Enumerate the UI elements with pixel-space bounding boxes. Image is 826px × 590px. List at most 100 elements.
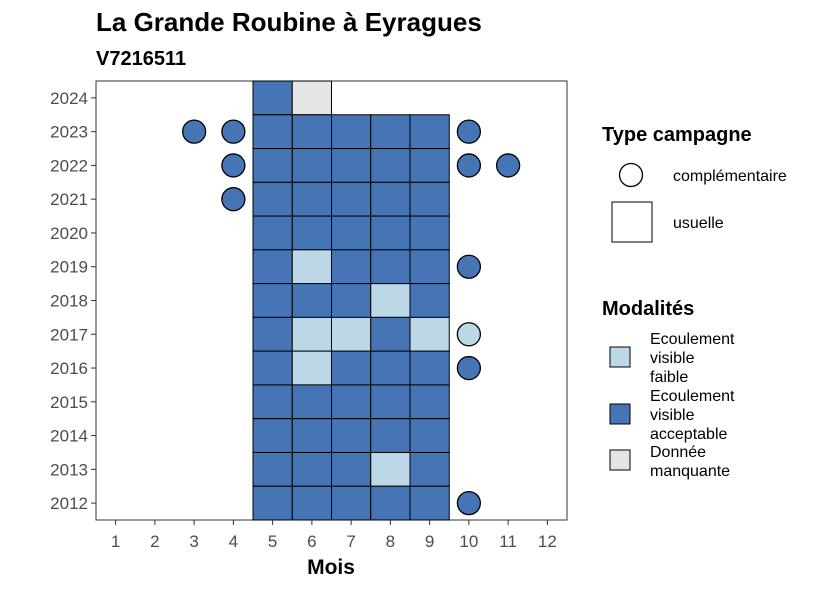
tile-usuelle-2020-6 [291, 215, 332, 251]
tile-usuelle-2012-6 [291, 485, 332, 521]
y-tick-label: 2016 [50, 359, 88, 378]
point-complementaire-2017-10 [456, 322, 482, 347]
legend-fill-label: Donnée [650, 444, 706, 461]
tile-usuelle-2014-8 [370, 418, 411, 453]
x-tick-label: 2 [150, 532, 159, 551]
legend-fill-key-acceptable [609, 403, 631, 425]
tile-usuelle-2022-7 [331, 148, 372, 183]
tile-usuelle-2020-7 [331, 215, 372, 251]
tile-usuelle-2019-8 [370, 249, 411, 285]
tile-usuelle-2018-6 [291, 283, 332, 318]
tile-usuelle-2019-6 [291, 249, 332, 285]
tile-usuelle-2012-9 [409, 485, 450, 521]
tile-usuelle-2018-5 [252, 283, 293, 318]
tile-usuelle-2022-5 [252, 148, 293, 183]
tile-usuelle-2015-5 [252, 384, 293, 420]
legend-item-label: usuelle [673, 215, 724, 232]
tile-usuelle-2014-9 [409, 418, 450, 453]
y-tick-label: 2015 [50, 393, 88, 412]
tile-usuelle-2020-9 [409, 215, 450, 251]
tile-usuelle-2016-7 [331, 350, 372, 386]
tile-usuelle-2023-5 [252, 114, 293, 150]
tile-usuelle-2022-8 [370, 148, 411, 183]
legend-fill-label: visible [650, 407, 695, 424]
tile-usuelle-2017-7 [331, 316, 372, 352]
tile-usuelle-2019-7 [331, 249, 372, 285]
x-tick-label: 8 [386, 532, 395, 551]
y-tick-label: 2018 [50, 292, 88, 311]
tile-usuelle-2013-7 [331, 451, 372, 487]
y-tick-label: 2013 [50, 460, 88, 479]
x-tick-label: 1 [111, 532, 120, 551]
point-complementaire-2016-10 [456, 355, 482, 381]
y-tick-label: 2019 [50, 258, 88, 277]
tile-usuelle-2015-6 [291, 384, 332, 420]
legend-type-title: Type campagne [602, 124, 752, 146]
point-complementaire-2022-4 [221, 153, 246, 178]
y-tick-label: 2022 [50, 156, 88, 175]
legend-fill-label: faible [650, 369, 688, 386]
point-complementaire-2022-10 [456, 153, 482, 178]
tile-usuelle-2015-7 [331, 384, 372, 420]
tile-usuelle-2017-5 [252, 316, 293, 352]
tile-usuelle-2012-7 [331, 485, 372, 521]
tile-usuelle-2021-6 [291, 181, 332, 217]
tile-usuelle-2012-8 [370, 485, 411, 521]
chart-title: La Grande Roubine à Eyragues [96, 7, 482, 37]
plot-area: 2012 2013 2014 2015 2016 2017 2018 2019 2020 2021… [50, 80, 568, 551]
tile-usuelle-2020-8 [370, 215, 411, 251]
x-tick-label: 6 [307, 532, 316, 551]
tile-usuelle-2018-7 [331, 283, 372, 318]
legend-fill-label: Ecoulement [650, 388, 735, 405]
x-tick-label: 3 [189, 532, 198, 551]
legend-fill-label: manquante [650, 463, 730, 480]
y-tick-label: 2012 [50, 494, 88, 513]
y-tick-label: 2023 [50, 123, 88, 142]
tile-usuelle-2023-8 [370, 114, 411, 150]
tile-usuelle-2024-5 [252, 80, 293, 116]
y-tick-label: 2017 [50, 325, 88, 344]
point-complementaire-2023-3 [181, 119, 207, 144]
tile-usuelle-2016-8 [370, 350, 411, 386]
y-tick-label: 2024 [50, 89, 88, 108]
point-complementaire-2021-4 [221, 187, 246, 212]
tile-usuelle-2017-6 [291, 316, 332, 352]
legend-fill-key-faible [609, 346, 631, 368]
tile-usuelle-2015-9 [409, 384, 450, 420]
tile-usuelle-2019-9 [409, 249, 450, 285]
x-tick-label: 5 [268, 532, 277, 551]
tile-usuelle-2019-5 [252, 249, 293, 285]
x-tick-label: 10 [459, 532, 478, 551]
x-tick-label: 7 [346, 532, 355, 551]
y-tick-label: 2020 [50, 224, 88, 243]
tile-usuelle-2016-5 [252, 350, 293, 386]
legend-modalites-title: Modalités [602, 298, 694, 320]
tile-usuelle-2022-9 [409, 148, 450, 183]
x-tick-label: 11 [499, 532, 517, 551]
tile-usuelle-2017-8 [370, 316, 411, 352]
tile-usuelle-2023-9 [409, 114, 450, 150]
tile-usuelle-2018-8 [370, 283, 411, 318]
x-axis-label: Mois [307, 556, 355, 579]
x-tick-label: 12 [538, 532, 557, 551]
x-tick-label: 9 [425, 532, 434, 551]
tile-usuelle-2014-7 [331, 418, 372, 453]
legend-fill-key-manquante [609, 449, 631, 471]
tile-usuelle-2015-8 [370, 384, 411, 420]
legend: Type campagne complémentaire usuelle Modali… [602, 124, 787, 480]
point-complementaire-2022-11 [495, 153, 521, 178]
legend-fill-label: Ecoulement [650, 331, 735, 348]
tile-usuelle-2017-9 [409, 316, 450, 352]
y-tick-label: 2021 [50, 190, 88, 209]
tile-usuelle-2018-9 [409, 283, 450, 318]
point-complementaire-2019-10 [456, 254, 482, 279]
tile-usuelle-2024-6 [291, 80, 332, 116]
tile-usuelle-2021-7 [331, 181, 372, 217]
tile-usuelle-2013-5 [252, 451, 293, 487]
tile-usuelle-2023-6 [291, 114, 332, 150]
tile-usuelle-2012-5 [252, 485, 293, 521]
tile-usuelle-2021-5 [252, 181, 293, 217]
x-tick-label: 4 [229, 532, 238, 551]
tile-usuelle-2021-9 [409, 181, 450, 217]
